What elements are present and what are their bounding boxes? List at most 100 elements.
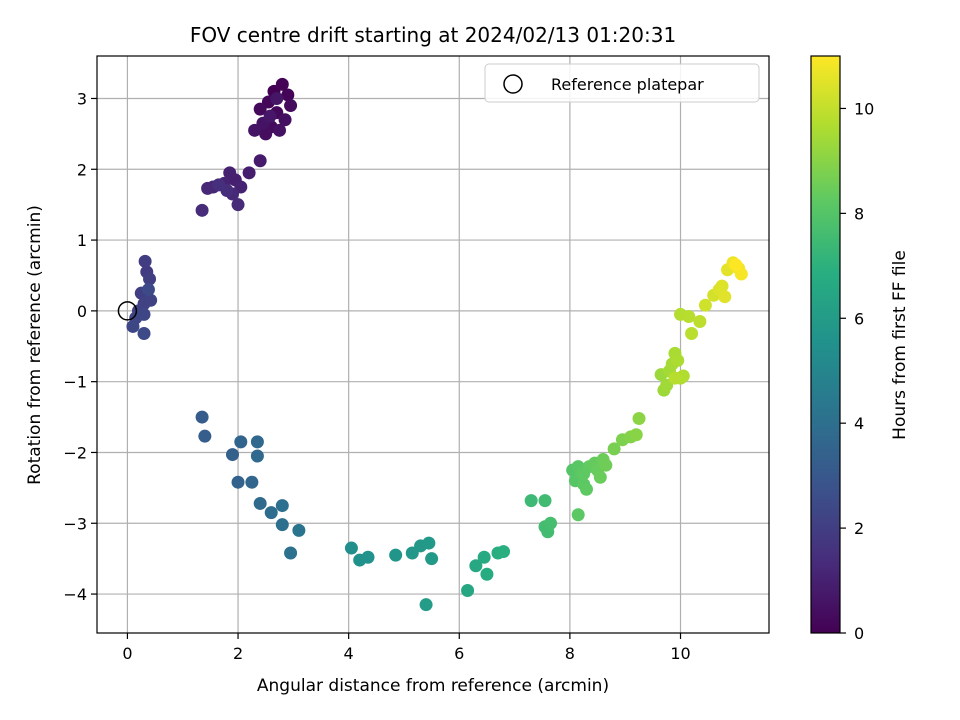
data-point <box>275 77 289 91</box>
y-axis-ticks: 3 2 1 0 −1 −2 −3 −4 <box>63 89 97 604</box>
data-point <box>195 410 209 424</box>
data-point <box>275 499 289 513</box>
data-point <box>361 550 375 564</box>
data-point <box>253 102 267 116</box>
data-point <box>234 435 248 449</box>
colorbar-tick-label: 6 <box>854 309 864 328</box>
y-tick-label: 3 <box>77 89 87 108</box>
colorbar-label: Hours from first FF file <box>890 250 910 440</box>
legend: Reference platepar <box>484 63 760 103</box>
x-tick-label: 6 <box>454 644 464 663</box>
data-point <box>671 353 685 367</box>
legend-marker <box>503 74 523 94</box>
data-point <box>137 327 151 341</box>
colorbar-tick-label: 2 <box>854 519 864 538</box>
data-point <box>138 254 152 268</box>
data-point <box>497 545 511 559</box>
data-point <box>632 411 646 425</box>
data-point <box>693 314 707 328</box>
colorbar-tick-label: 4 <box>854 414 864 433</box>
data-point <box>571 508 585 522</box>
x-tick-label: 0 <box>122 644 132 663</box>
data-point <box>278 113 292 127</box>
grid-lines <box>97 56 769 633</box>
data-point <box>577 467 591 481</box>
data-point <box>344 541 358 555</box>
x-axis-ticks: 0 2 4 6 8 10 <box>122 633 691 663</box>
data-point <box>729 258 743 272</box>
x-axis-label: Angular distance from reference (arcmin) <box>257 676 609 696</box>
data-point <box>425 552 439 566</box>
legend-entry: Reference platepar <box>551 75 704 94</box>
data-point <box>195 203 209 217</box>
data-point <box>480 567 494 581</box>
data-point <box>544 516 558 530</box>
y-tick-label: −3 <box>63 514 87 533</box>
data-point <box>477 550 491 564</box>
data-point <box>253 496 267 510</box>
data-point <box>264 506 278 520</box>
colorbar-ticks: 0 2 4 6 8 10 <box>840 99 874 643</box>
data-point <box>593 470 607 484</box>
data-point <box>253 154 267 168</box>
y-axis-label: Rotation from reference (arcmin) <box>25 205 45 485</box>
data-point <box>524 494 538 508</box>
data-point <box>668 371 682 385</box>
data-point <box>263 109 277 123</box>
data-point <box>718 290 732 304</box>
data-point <box>259 127 273 141</box>
x-tick-label: 2 <box>233 644 243 663</box>
data-point <box>141 283 155 297</box>
data-point <box>685 327 699 341</box>
data-point <box>419 598 433 612</box>
colorbar-tick-label: 0 <box>854 624 864 643</box>
data-point <box>137 307 151 321</box>
data-point <box>422 536 436 550</box>
colorbar-tick-label: 10 <box>854 99 874 118</box>
data-point <box>223 166 237 180</box>
data-point <box>281 88 295 102</box>
data-point <box>599 458 613 472</box>
data-point <box>284 99 298 113</box>
data-point <box>629 428 643 442</box>
data-point <box>461 584 475 598</box>
data-point <box>698 298 712 312</box>
data-point <box>126 319 140 333</box>
data-point <box>143 272 157 286</box>
data-point <box>715 279 729 293</box>
data-point <box>273 123 287 137</box>
plot-frame <box>96 55 770 634</box>
data-point <box>242 166 256 180</box>
y-tick-label: −4 <box>63 585 87 604</box>
data-point <box>607 442 621 456</box>
colorbar-tick-label: 8 <box>854 204 864 223</box>
y-tick-label: 2 <box>77 160 87 179</box>
x-tick-label: 8 <box>565 644 575 663</box>
y-tick-label: −1 <box>63 373 87 392</box>
data-point <box>198 429 212 443</box>
y-tick-label: 0 <box>77 302 87 321</box>
data-point <box>275 518 289 532</box>
data-point <box>682 310 696 324</box>
data-point <box>231 475 245 489</box>
data-point <box>284 546 298 560</box>
colorbar-gradient <box>811 56 840 633</box>
data-point <box>270 91 284 105</box>
y-tick-label: −2 <box>63 443 87 462</box>
chart-title: FOV centre drift starting at 2024/02/13 … <box>190 23 676 47</box>
data-point <box>538 494 552 508</box>
data-point <box>292 523 306 537</box>
data-point <box>250 449 264 463</box>
data-point <box>226 448 240 462</box>
data-point <box>248 123 262 137</box>
data-points <box>126 77 748 612</box>
x-tick-label: 4 <box>344 644 354 663</box>
data-point <box>579 482 593 496</box>
reference-marker <box>117 301 138 321</box>
data-point <box>469 559 483 573</box>
data-point <box>389 548 403 562</box>
data-point <box>245 475 259 489</box>
y-tick-label: 1 <box>77 231 87 250</box>
x-tick-label: 10 <box>670 644 690 663</box>
